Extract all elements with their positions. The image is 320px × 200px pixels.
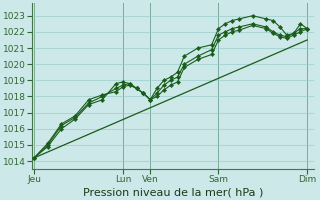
X-axis label: Pression niveau de la mer( hPa ): Pression niveau de la mer( hPa ) — [83, 187, 263, 197]
